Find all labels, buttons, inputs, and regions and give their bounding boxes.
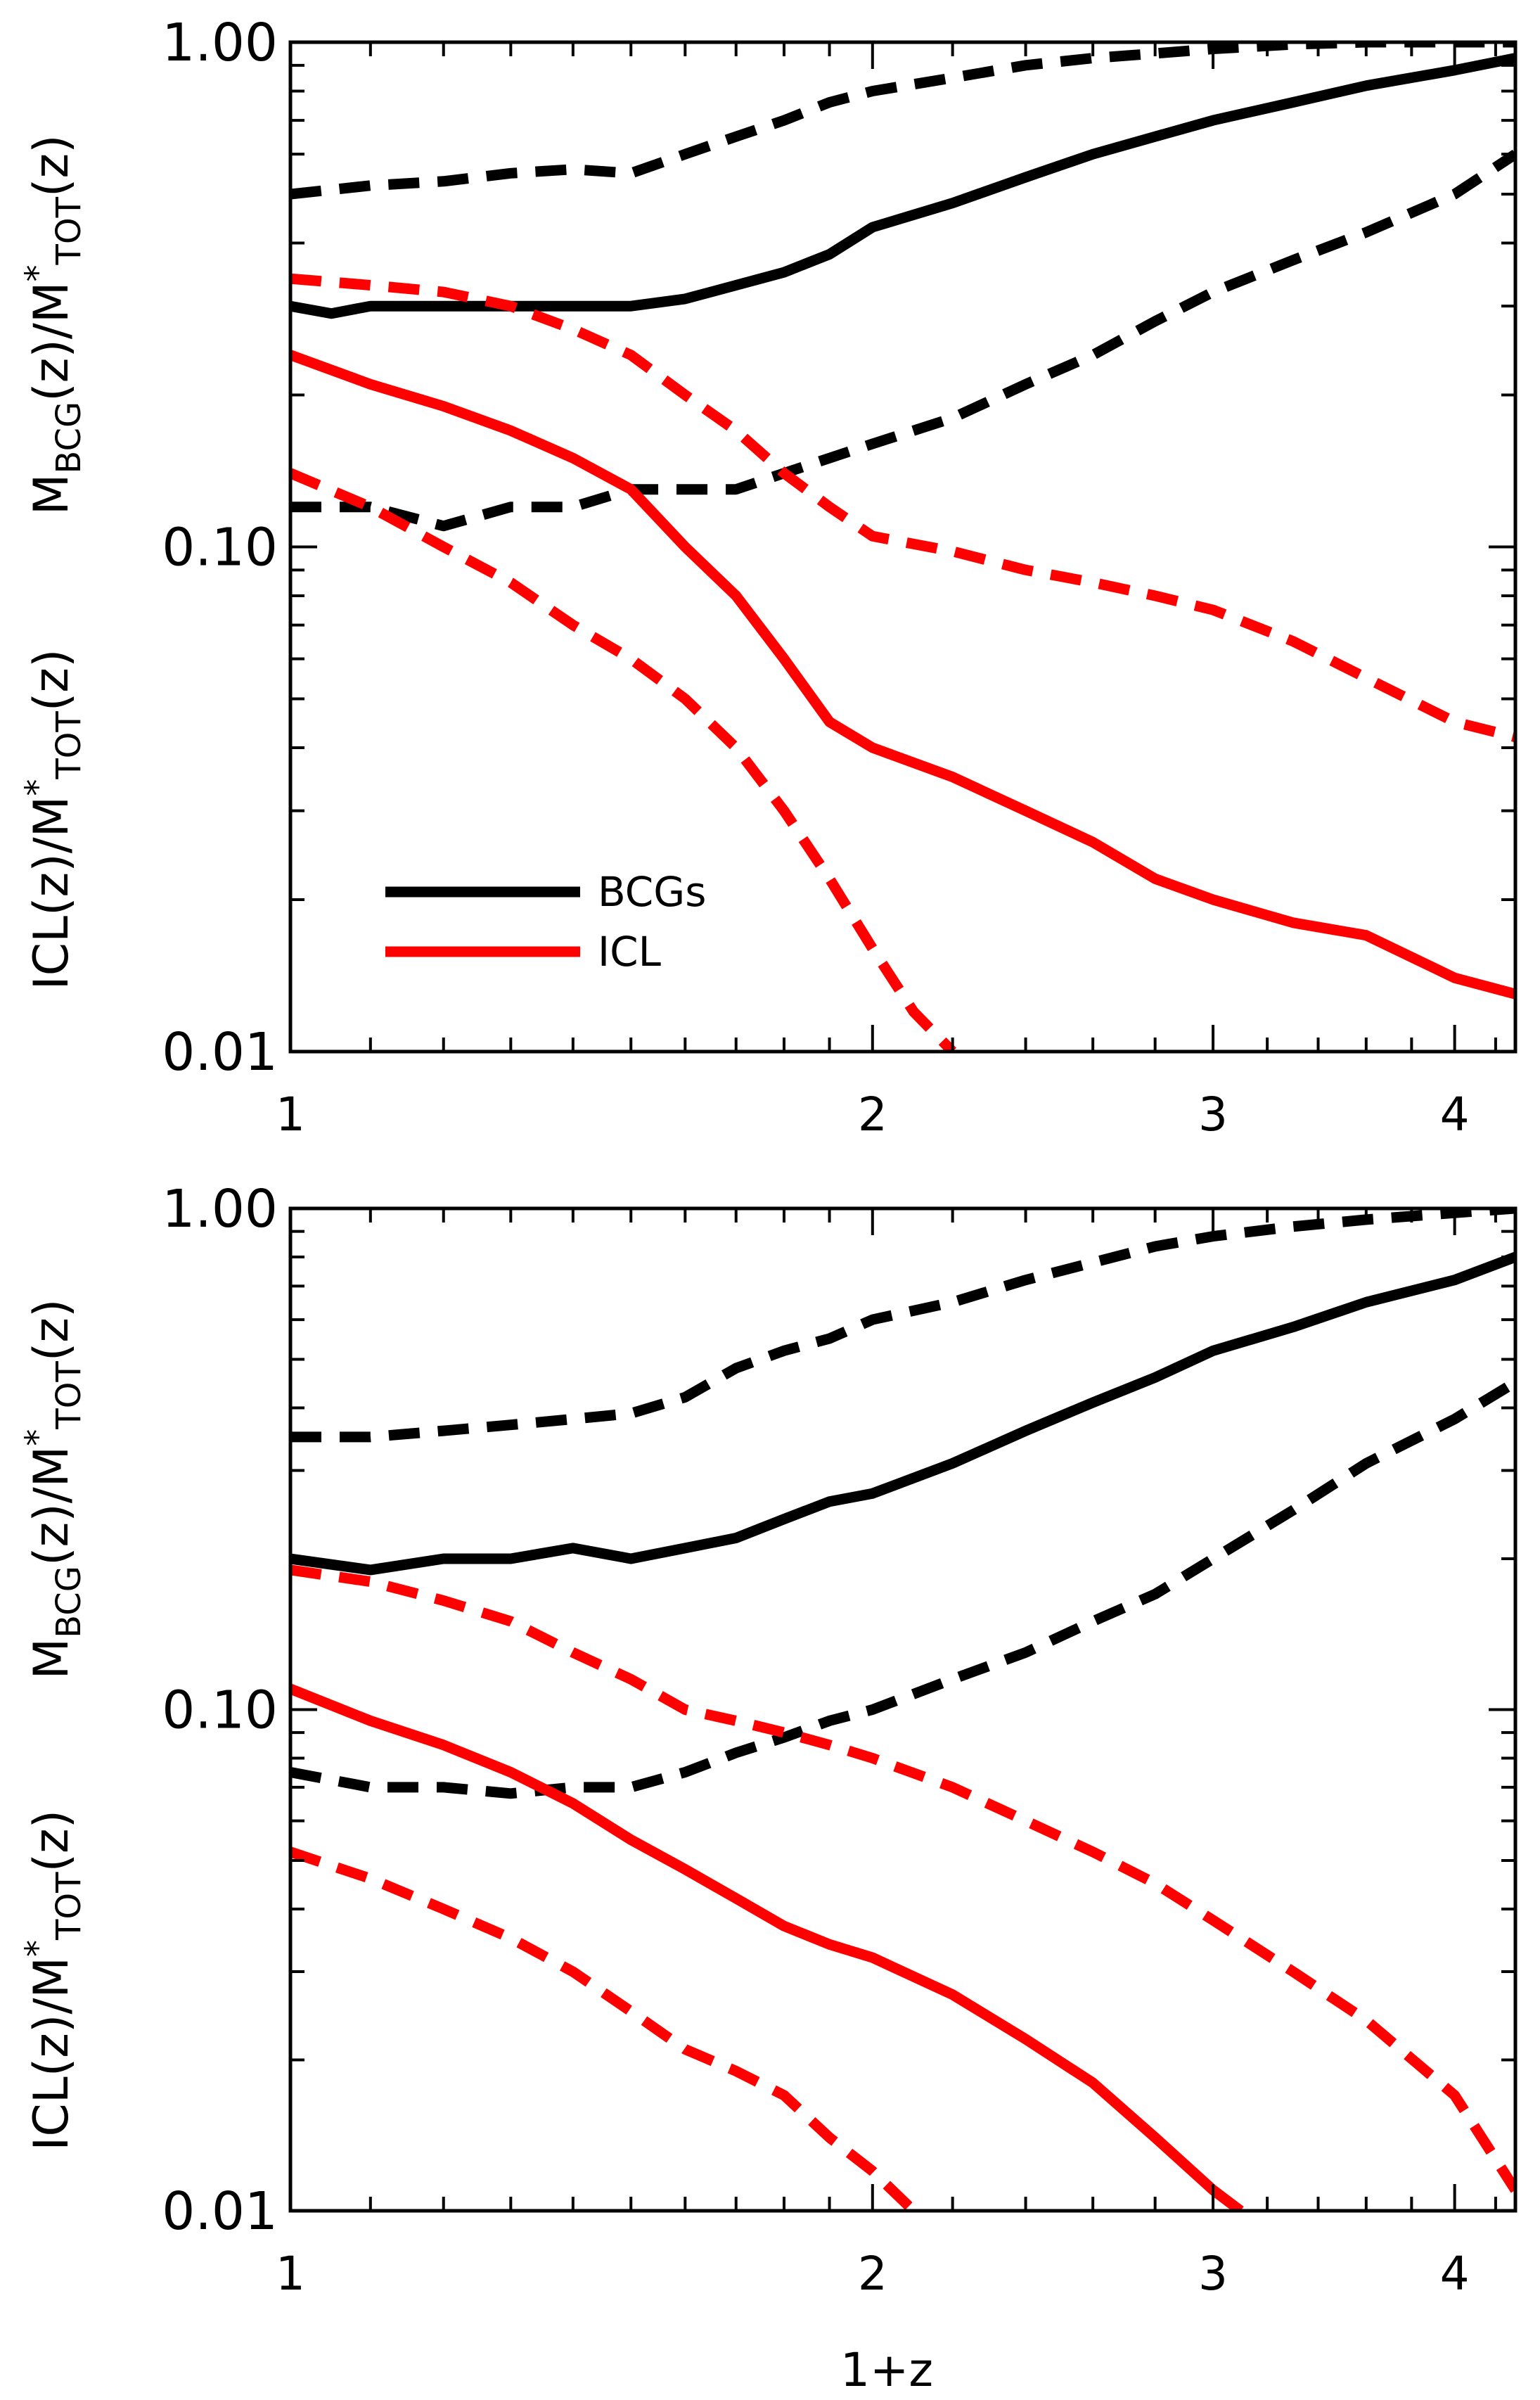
tick-layer-top <box>289 42 1515 1053</box>
x-tick-label: 2 <box>858 2247 887 2301</box>
y-axis-label-bcg: MBCG(z)/M*TOT(z) <box>18 134 89 515</box>
panel-top: 0.010.101.001 2 3 4MBCG(z)/M*TOT(z)ICL(z)/M… <box>18 13 1517 1142</box>
series-icl-median-top <box>290 350 1515 1000</box>
y-tick-label: 0.10 <box>162 518 278 578</box>
series-bcg-median-top <box>290 53 1515 319</box>
series-icl-median-bottom <box>290 1684 1244 2211</box>
label-layer-bottom: 0.010.101.001 2 3 4MBCG(z)/M*TOT(z)ICL(z)/M… <box>18 1179 1470 2301</box>
y-tick-label: 1.00 <box>162 13 278 73</box>
series-bcg-median-bottom <box>290 1251 1515 1576</box>
series-bcg-lower-top <box>290 149 1515 532</box>
series-bcg-upper-top <box>290 42 1515 200</box>
y-label-part: M <box>24 1638 79 1680</box>
y-label-part: BCG <box>49 402 89 474</box>
panel-bottom: 0.010.101.001 2 3 4MBCG(z)/M*TOT(z)ICL(z)/M… <box>18 1179 1517 2301</box>
y-tick-label: 1.00 <box>162 1179 278 1239</box>
legend-label-bcgs: BCGs <box>598 868 706 916</box>
y-label-part: (z)/M <box>24 1446 79 1566</box>
y-label-part: TOT <box>49 196 89 265</box>
y-label-part: (z) <box>24 134 79 197</box>
x-axis-label: 1+z <box>840 2343 933 2397</box>
x-tick-label: 4 <box>1440 2247 1470 2301</box>
y-label-part: * <box>18 1429 58 1446</box>
y-label-part: (z) <box>24 649 79 711</box>
series-layer-bottom <box>290 1208 1515 2211</box>
y-label-part: ICL(z)/M <box>24 1957 79 2151</box>
y-axis-label-icl: ICL(z)/M*TOT(z) <box>18 1810 89 2151</box>
series-icl-lower-top <box>290 468 956 1052</box>
y-label-part: * <box>18 779 58 796</box>
series-icl-upper-bottom <box>290 1564 1515 2193</box>
y-label-part: (z) <box>24 1299 79 1362</box>
y-label-part: (z) <box>24 1810 79 1872</box>
y-axis-label-icl: ICL(z)/M*TOT(z) <box>18 649 89 990</box>
x-tick-label: 2 <box>858 1087 887 1142</box>
series-bcg-lower-bottom <box>290 1377 1515 1799</box>
series-layer-top <box>290 42 1515 1052</box>
y-label-part: M <box>24 474 79 516</box>
label-layer-top: 0.010.101.001 2 3 4MBCG(z)/M*TOT(z)ICL(z)/M… <box>18 13 1470 1142</box>
y-label-part: BCG <box>49 1566 89 1638</box>
y-label-part: * <box>18 264 58 281</box>
y-label-part: TOT <box>49 1361 89 1430</box>
y-tick-label: 0.01 <box>162 1022 278 1083</box>
legend: BCGs ICL <box>385 868 706 976</box>
x-tick-label: 1 <box>276 1087 305 1142</box>
y-label-part: (z)/M <box>24 281 79 401</box>
y-label-part: TOT <box>49 711 89 780</box>
x-tick-label: 1 <box>276 2247 305 2301</box>
x-tick-label: 3 <box>1198 2247 1228 2301</box>
tick-layer-bottom <box>289 1208 1515 2212</box>
x-tick-label: 4 <box>1440 1087 1470 1142</box>
legend-label-icl: ICL <box>598 928 661 976</box>
y-tick-label: 0.01 <box>162 2181 278 2242</box>
y-label-part: * <box>18 1940 58 1957</box>
y-tick-label: 0.10 <box>162 1680 278 1741</box>
y-axis-label-bcg: MBCG(z)/M*TOT(z) <box>18 1299 89 1680</box>
series-icl-lower-bottom <box>290 1846 918 2211</box>
x-tick-label: 3 <box>1198 1087 1228 1142</box>
y-label-part: ICL(z)/M <box>24 796 79 990</box>
y-label-part: TOT <box>49 1872 89 1941</box>
